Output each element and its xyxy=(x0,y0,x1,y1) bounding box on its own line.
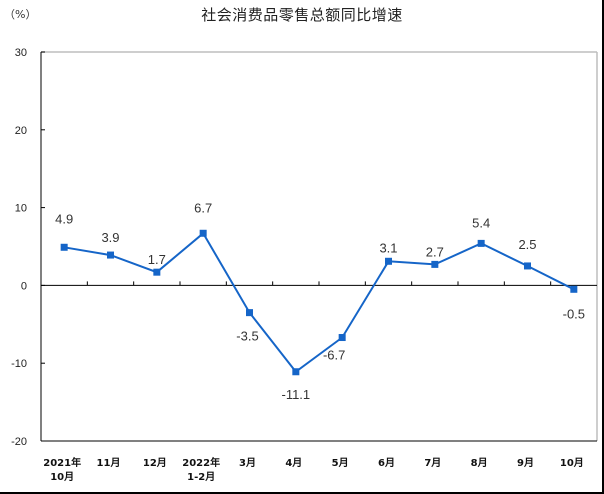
y-tick-label: -10 xyxy=(11,358,27,370)
data-label: 3.9 xyxy=(101,230,119,245)
x-category-label: 2022年 xyxy=(182,456,220,469)
y-tick-label: -20 xyxy=(11,436,27,448)
x-category-label: 12月 xyxy=(143,457,167,469)
data-labels: 4.9 3.9 1.7 6.7 -3.5 -11.1 -6.7 3.1 2.7 5.4 2.5 -0.… xyxy=(55,200,585,401)
data-label: 4.9 xyxy=(55,211,73,226)
x-category-label: 9月 xyxy=(517,457,534,469)
x-category-label: 11月 xyxy=(97,457,121,469)
x-category-label: 6月 xyxy=(378,457,395,469)
x-category-label: 2021年 xyxy=(43,456,81,469)
x-axis-category-labels: 2021年 10月 11月 12月 2022年 1-2月 3月 4月 5月 6月 7月 8月 9月 10月 xyxy=(43,456,584,483)
x-category-label: 4月 xyxy=(285,457,302,469)
y-axis-unit-label: （%） xyxy=(4,8,37,21)
data-point-marker xyxy=(246,309,253,317)
x-category-label: 3月 xyxy=(239,457,256,469)
data-point-marker xyxy=(385,257,392,265)
data-label: 1.7 xyxy=(148,252,166,267)
data-point-marker xyxy=(524,262,531,270)
data-point-marker xyxy=(60,243,68,251)
data-point-marker xyxy=(199,229,207,237)
data-label: 5.4 xyxy=(472,215,490,230)
x-axis-zero-line xyxy=(41,281,597,286)
data-label: 3.1 xyxy=(379,240,397,255)
data-label: 6.7 xyxy=(194,200,212,215)
data-point-marker xyxy=(153,268,161,276)
x-category-label: 7月 xyxy=(424,457,441,469)
data-label: -3.5 xyxy=(236,329,258,344)
data-label: -11.1 xyxy=(281,387,310,402)
data-point-marker xyxy=(477,239,485,247)
y-tick-label: 20 xyxy=(15,125,27,137)
y-tick-label: 10 xyxy=(15,203,27,215)
series-line xyxy=(64,231,575,374)
x-category-label: 10月 xyxy=(560,457,584,469)
plot-area xyxy=(40,51,598,442)
y-tick-label: 0 xyxy=(21,280,27,292)
x-category-label: 8月 xyxy=(471,457,488,469)
data-point-marker xyxy=(107,251,114,259)
data-label: 2.7 xyxy=(426,244,444,259)
x-category-label: 10月 xyxy=(50,471,74,483)
y-tick-label: 30 xyxy=(15,47,27,59)
data-point-marker xyxy=(570,285,578,293)
chart-title: 社会消费品零售总额同比增速 xyxy=(201,6,403,24)
y-axis: 30 20 10 0 -10 -20 xyxy=(11,47,45,448)
data-label: -6.7 xyxy=(323,348,345,363)
data-point-marker xyxy=(338,334,346,342)
data-series xyxy=(60,229,578,376)
x-category-label: 1-2月 xyxy=(187,471,215,483)
data-point-marker xyxy=(292,368,300,376)
data-point-marker xyxy=(431,260,439,268)
data-label: 2.5 xyxy=(518,237,536,252)
x-category-label: 5月 xyxy=(332,457,349,469)
data-label: -0.5 xyxy=(563,306,585,321)
